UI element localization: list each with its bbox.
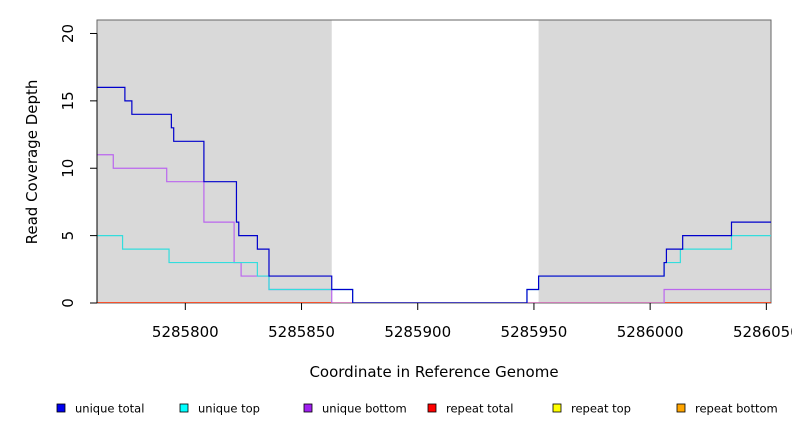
- series-line-unique-top: [97, 235, 771, 303]
- shaded-region-2: [538, 20, 771, 303]
- y-axis: 0 5 10 15 20: [59, 24, 98, 308]
- x-tick-label-3: 5285900: [384, 323, 451, 341]
- x-tick-label-1: 5285800: [152, 323, 219, 341]
- x-axis: 5285800 5285850 5285900 5285950 5286000 52860…: [152, 303, 792, 341]
- legend-label-repeat-top: repeat top: [571, 402, 631, 416]
- shaded-region-1: [97, 20, 332, 303]
- y-axis-title: Read Coverage Depth: [23, 80, 41, 245]
- legend: unique total unique top unique bottom repea…: [56, 402, 778, 416]
- legend-swatch-unique-bottom: [303, 403, 313, 413]
- series-line-unique-total: [97, 86, 771, 303]
- legend-label-repeat-total: repeat total: [446, 402, 513, 416]
- x-tick-label-4: 5285950: [501, 323, 568, 341]
- y-tick-label-2: 5: [59, 231, 77, 241]
- x-tick-label-5: 5286000: [617, 323, 684, 341]
- legend-label-repeat-bottom: repeat bottom: [695, 402, 778, 416]
- legend-swatch-unique-top: [179, 403, 189, 413]
- legend-swatch-repeat-bottom: [676, 403, 686, 413]
- legend-label-unique-top: unique top: [198, 402, 260, 416]
- y-tick-label-4: 15: [59, 91, 77, 110]
- legend-label-unique-total: unique total: [75, 402, 144, 416]
- y-tick-label-5: 20: [59, 24, 77, 43]
- legend-label-unique-bottom: unique bottom: [322, 402, 407, 416]
- legend-swatch-repeat-total: [427, 403, 437, 413]
- legend-swatch-repeat-top: [552, 403, 562, 413]
- x-tick-label-2: 5285850: [268, 323, 335, 341]
- y-tick-label-1: 0: [59, 298, 77, 308]
- legend-swatch-unique-total: [56, 403, 66, 413]
- plot-area: [96, 19, 772, 304]
- x-axis-title: Coordinate in Reference Genome: [309, 363, 558, 381]
- y-tick-label-3: 10: [59, 159, 77, 178]
